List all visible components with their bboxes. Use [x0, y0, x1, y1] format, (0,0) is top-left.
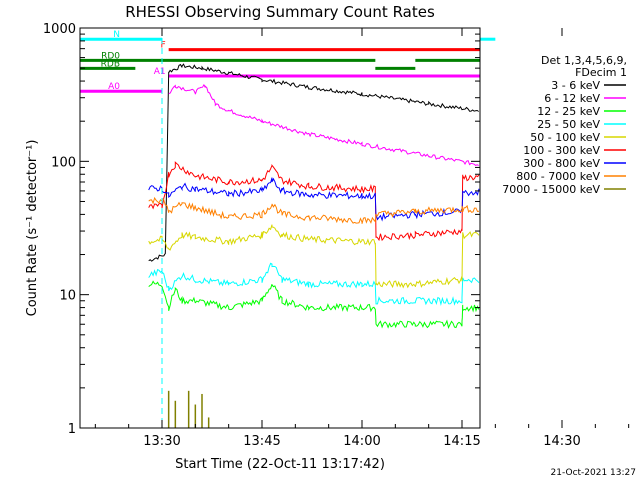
series-7-line — [148, 196, 480, 224]
annotation-label-f: F — [160, 41, 165, 51]
annotation-label-a1: A1 — [154, 67, 166, 77]
series-0-line — [148, 63, 479, 262]
legend-label-1: 6 - 12 keV — [544, 92, 600, 105]
legend-title-0: Det 1,3,4,5,6,9, — [541, 54, 627, 67]
series-6 — [148, 177, 480, 222]
x-axis-label: Start Time (22-Oct-11 13:17:42) — [175, 457, 385, 472]
series-3 — [148, 262, 480, 307]
legend-label-6: 300 - 800 keV — [523, 157, 600, 170]
x-tick-label-1: 13:45 — [243, 434, 280, 449]
legend-label-5: 100 - 300 keV — [523, 144, 600, 157]
series-layer — [148, 63, 480, 428]
legend-label-0: 3 - 6 keV — [551, 79, 600, 92]
series-4-line — [148, 224, 480, 289]
series-2-line — [148, 280, 480, 329]
annotation-label-rdb: RDB — [101, 59, 120, 69]
x-tick-label-2: 14:00 — [343, 434, 380, 449]
series-0 — [148, 63, 479, 262]
footer-date: 21-Oct-2021 13:27 — [551, 468, 636, 478]
y-axis-label: Count Rate (s⁻¹ detector⁻¹) — [25, 140, 40, 317]
series-4 — [148, 224, 480, 289]
y-tick-label-2: 100 — [51, 155, 76, 170]
legend-title-1: FDecim 1 — [575, 66, 627, 79]
x-tick-label-4: 14:30 — [543, 434, 580, 449]
annotation-label-rd0: RD0 — [101, 51, 120, 61]
legend-label-8: 7000 - 15000 keV — [502, 183, 600, 196]
y-tick-label-3: 1000 — [43, 22, 76, 37]
x-tick-label-0: 13:30 — [143, 434, 180, 449]
series-2 — [148, 280, 480, 329]
plot-frame — [79, 27, 481, 429]
series-3-line — [148, 262, 480, 307]
series-5 — [148, 161, 480, 242]
series-7 — [148, 196, 480, 224]
series-6-line — [148, 177, 480, 222]
series-5-line — [148, 161, 480, 242]
x-tick-label-3: 14:15 — [443, 434, 480, 449]
legend-label-4: 50 - 100 keV — [530, 131, 600, 144]
annotation-label-n: N — [113, 30, 120, 40]
series-1-line — [168, 83, 479, 166]
series-1 — [168, 83, 479, 166]
legend-label-7: 800 - 7000 keV — [516, 170, 600, 183]
y-tick-label-0: 1 — [68, 422, 76, 437]
legend-label-2: 12 - 25 keV — [537, 105, 600, 118]
chart-title: RHESSI Observing Summary Count Rates — [125, 3, 435, 21]
legend-label-3: 25 - 50 keV — [537, 118, 600, 131]
annotation-label-a0: A0 — [108, 82, 120, 92]
series-8 — [167, 390, 210, 428]
y-tick-label-1: 10 — [59, 289, 76, 304]
